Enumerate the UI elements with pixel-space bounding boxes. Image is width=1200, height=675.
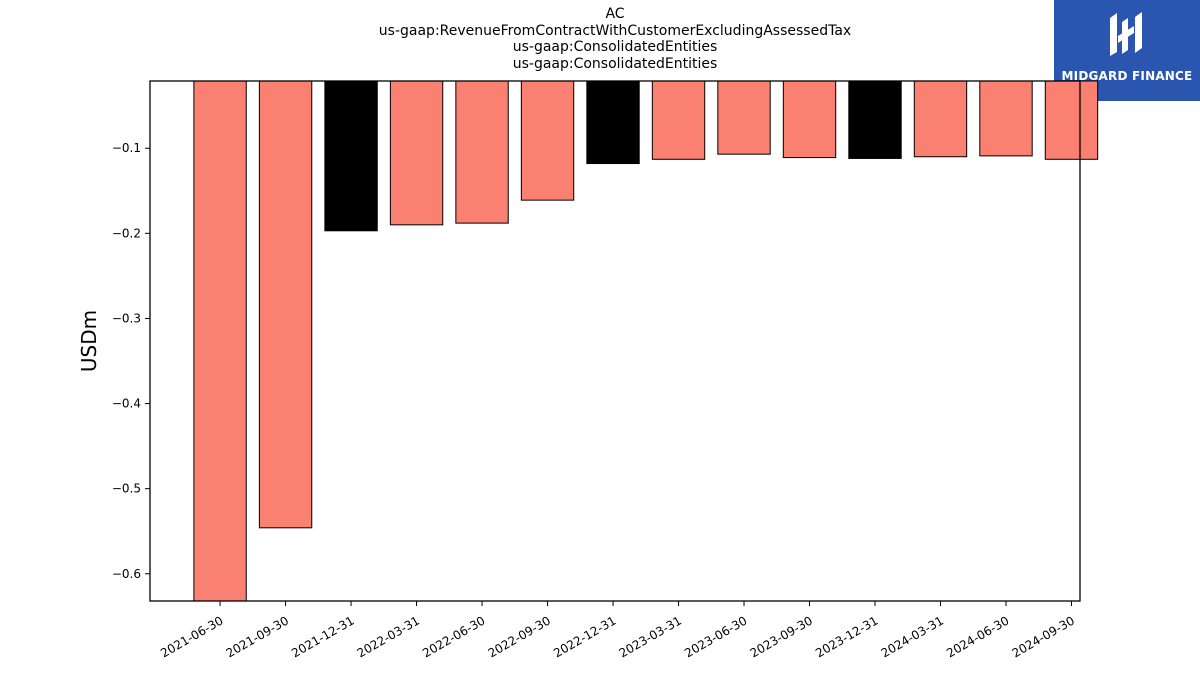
- logo-mark-icon: [1110, 12, 1142, 56]
- bar: [258, 80, 313, 529]
- bar: [651, 80, 706, 160]
- y-tick-label: −0.5: [112, 482, 141, 496]
- bar: [193, 80, 247, 602]
- x-tick-label: 2023-12-31: [813, 613, 880, 660]
- bar: [782, 80, 837, 159]
- y-tick-label: −0.1: [112, 141, 141, 155]
- y-tick-label: −0.3: [112, 311, 141, 325]
- y-tick-label: −0.4: [112, 397, 141, 411]
- y-tick-label: −0.6: [112, 567, 141, 581]
- bar: [324, 80, 378, 232]
- chart-title-line: AC: [605, 6, 625, 22]
- bar: [586, 80, 640, 165]
- bar: [455, 80, 509, 224]
- x-tick-label: 2021-12-31: [289, 613, 356, 660]
- bar: [389, 80, 444, 226]
- x-tick-label: 2022-12-31: [551, 613, 618, 660]
- bar: [520, 80, 575, 201]
- x-tick-label: 2024-06-30: [944, 613, 1011, 660]
- x-tick-label: 2022-06-30: [420, 613, 487, 660]
- plot-frame: [149, 80, 1081, 602]
- x-tick-label: 2022-09-30: [486, 613, 553, 660]
- x-tick-label: 2024-09-30: [1010, 613, 1077, 660]
- bar: [979, 80, 1033, 157]
- x-tick-label: 2021-06-30: [158, 613, 225, 660]
- chart-title-line: us-gaap:RevenueFromContractWithCustomerE…: [378, 22, 852, 39]
- x-tick-label: 2023-03-31: [617, 613, 684, 660]
- bar: [1044, 80, 1099, 160]
- chart-title: AC us-gaap:RevenueFromContractWithCustom…: [150, 6, 1080, 72]
- x-tick-label: 2023-06-30: [682, 613, 749, 660]
- x-tick-label: 2023-09-30: [748, 613, 815, 660]
- bar: [717, 80, 771, 155]
- bar: [913, 80, 968, 158]
- logo-text: MIDGARD FINANCE: [1061, 69, 1193, 83]
- chart-title-line: us-gaap:ConsolidatedEntities: [512, 55, 718, 72]
- x-tick-label: 2022-03-31: [355, 613, 422, 660]
- brand-logo: MIDGARD FINANCE: [1054, 0, 1200, 101]
- y-axis-label: USDm: [77, 310, 101, 372]
- x-tick-label: 2021-09-30: [224, 613, 291, 660]
- y-tick-label: −0.2: [112, 226, 141, 240]
- x-tick-label: 2024-03-31: [879, 613, 946, 660]
- bar: [848, 80, 902, 159]
- chart-title-line: us-gaap:ConsolidatedEntities: [512, 39, 718, 55]
